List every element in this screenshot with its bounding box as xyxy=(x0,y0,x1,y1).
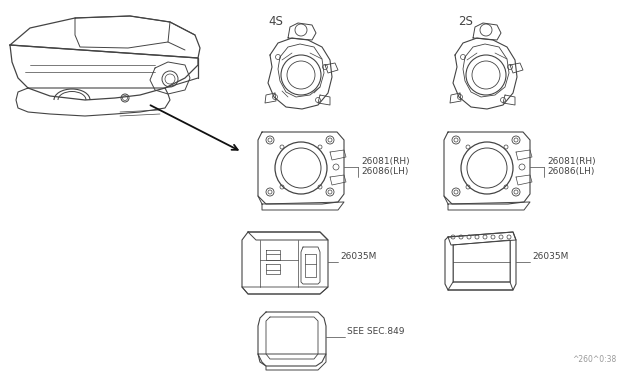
Text: 26081(RH): 26081(RH) xyxy=(547,157,596,166)
Text: 26086(LH): 26086(LH) xyxy=(547,167,595,176)
Text: ^260^0:38: ^260^0:38 xyxy=(572,355,616,364)
Text: 4S: 4S xyxy=(268,15,283,28)
Text: SEE SEC.849: SEE SEC.849 xyxy=(347,327,404,336)
Text: 26035M: 26035M xyxy=(532,252,568,261)
Text: 26081(RH): 26081(RH) xyxy=(361,157,410,166)
Text: 26086(LH): 26086(LH) xyxy=(361,167,408,176)
Text: 2S: 2S xyxy=(458,15,473,28)
Text: 26035M: 26035M xyxy=(340,252,376,261)
